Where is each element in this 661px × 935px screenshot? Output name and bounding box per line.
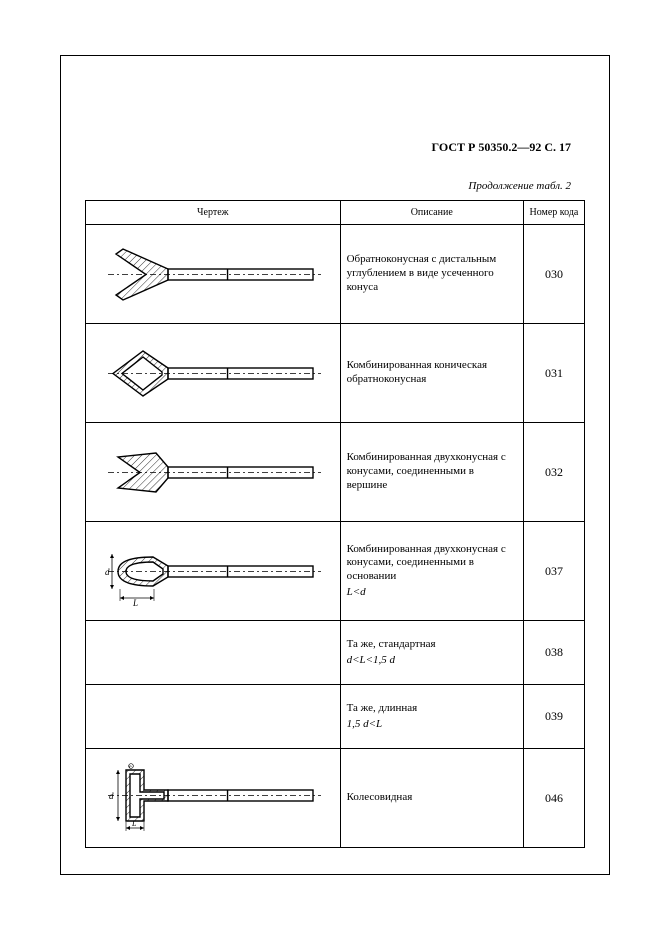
col-drawing: Чертеж xyxy=(86,201,341,225)
description-text: Обратноконусная с дистальным углублением… xyxy=(347,253,497,293)
code-cell: 046 xyxy=(523,749,584,848)
description-cell: Колесовидная xyxy=(340,749,523,848)
drawing-cell: d L xyxy=(86,522,341,621)
code-cell: 031 xyxy=(523,324,584,423)
drawing-cell xyxy=(86,324,341,423)
table-row: Та же, длинная 1,5 d<L 039 xyxy=(86,685,585,749)
table-row: Та же, стандартная d<L<1,5 d 038 xyxy=(86,621,585,685)
description-cell: Комбинированная двухконусная с конусами,… xyxy=(340,423,523,522)
description-cell: Комбинированная коническая обратноконусн… xyxy=(340,324,523,423)
code-cell: 032 xyxy=(523,423,584,522)
formula-text: d<L<1,5 d xyxy=(347,654,517,668)
table-row: d e L Колесовидная 046 xyxy=(86,749,585,848)
description-cell: Та же, стандартная d<L<1,5 d xyxy=(340,621,523,685)
code-cell: 038 xyxy=(523,621,584,685)
drawing-cell: d e L xyxy=(86,749,341,848)
svg-text:L: L xyxy=(132,598,138,608)
code-cell: 037 xyxy=(523,522,584,621)
description-cell: Обратноконусная с дистальным углублением… xyxy=(340,225,523,324)
col-code: Номер кода xyxy=(523,201,584,225)
document-id: ГОСТ Р 50350.2—92 С. 17 xyxy=(432,140,571,155)
drawing-cell xyxy=(86,423,341,522)
description-text: Комбинированная двухконусная с конусами,… xyxy=(347,451,506,491)
description-cell: Та же, длинная 1,5 d<L xyxy=(340,685,523,749)
code-cell: 030 xyxy=(523,225,584,324)
col-description: Описание xyxy=(340,201,523,225)
svg-text:d: d xyxy=(105,567,110,577)
formula-text: 1,5 d<L xyxy=(347,718,517,732)
svg-text:e: e xyxy=(129,765,132,771)
description-cell: Комбинированная двухконусная с конусами,… xyxy=(340,522,523,621)
description-text: Та же, стандартная xyxy=(347,638,436,650)
drawing-cell xyxy=(86,685,341,749)
table-row: Комбинированная коническая обратноконусн… xyxy=(86,324,585,423)
description-text: Колесовидная xyxy=(347,791,413,803)
description-text: Комбинированная двухконусная с конусами,… xyxy=(347,543,506,583)
drawing-cell xyxy=(86,621,341,685)
table-row: Комбинированная двухконусная с конусами,… xyxy=(86,423,585,522)
formula-text: L<d xyxy=(347,586,517,600)
description-text: Комбинированная коническая обратноконусн… xyxy=(347,359,487,385)
table-header-row: Чертеж Описание Номер кода xyxy=(86,201,585,225)
svg-text:d: d xyxy=(109,791,114,801)
spec-table: Чертеж Описание Номер кода Обратноконусн… xyxy=(85,200,585,848)
code-cell: 039 xyxy=(523,685,584,749)
continuation-label: Продолжение табл. 2 xyxy=(468,180,571,192)
description-text: Та же, длинная xyxy=(347,702,418,714)
svg-text:L: L xyxy=(131,819,137,828)
drawing-cell xyxy=(86,225,341,324)
table-row: d L Комбинированная двухконусная с конус… xyxy=(86,522,585,621)
table-row: Обратноконусная с дистальным углублением… xyxy=(86,225,585,324)
